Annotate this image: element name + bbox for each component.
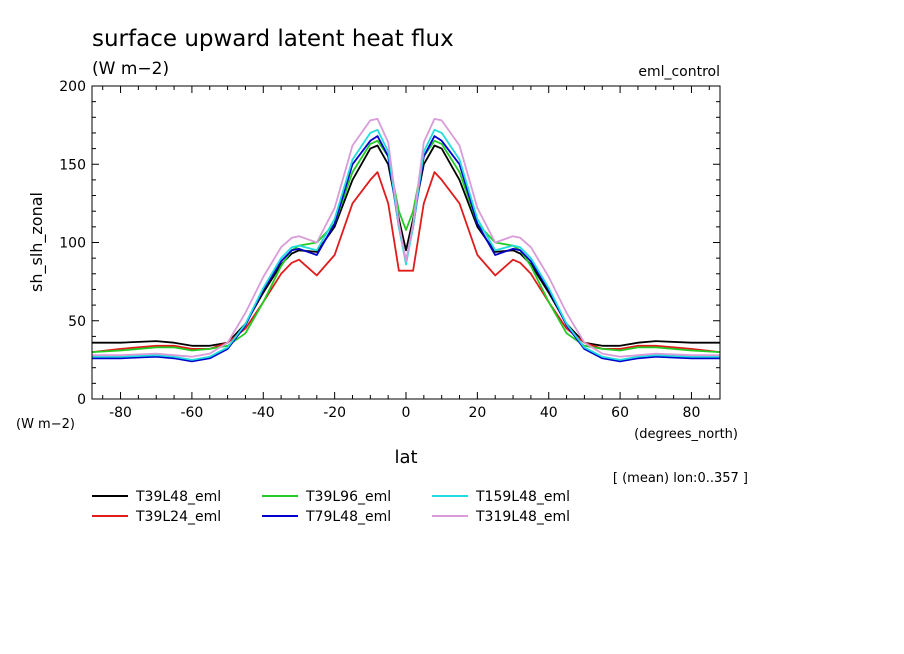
chart-units: (W m−2) (92, 59, 169, 79)
x-tick-label: 20 (468, 405, 486, 421)
x-tick-label: -40 (252, 405, 275, 421)
series-line-T39L48_eml (92, 144, 720, 347)
legend-label: T39L96_eml (305, 489, 391, 505)
legend-entry: T159L48_eml (432, 489, 570, 505)
legend-entry: T39L96_eml (262, 489, 391, 505)
y-tick-label: 200 (59, 79, 86, 95)
x-units-label: (degrees_north) (634, 427, 738, 442)
y-tick-label: 50 (68, 314, 86, 330)
x-tick-label: 0 (402, 405, 411, 421)
y-axis-label: sh_slh_zonal (27, 192, 47, 292)
x-axis-label: lat (394, 447, 417, 468)
plot-frame (91, 85, 721, 400)
series-line-T159L48_eml (92, 128, 720, 361)
axis-ticks (92, 86, 720, 399)
legend-label: T39L48_eml (135, 489, 221, 505)
x-tick-label: -20 (323, 405, 346, 421)
legend-label: T319L48_eml (475, 509, 570, 525)
series-line-T39L24_eml (91, 171, 721, 353)
series-layer (91, 118, 721, 363)
legend-label: T79L48_eml (305, 509, 391, 525)
y-units-label: (W m−2) (16, 417, 75, 432)
tick-labels: -80 -60 -40 -20 0 20 40 60 80 0 50 100 150 200 (59, 79, 700, 421)
legend-label: T39L24_eml (135, 509, 221, 525)
x-tick-label: 40 (540, 405, 558, 421)
x-tick-label: -60 (180, 405, 203, 421)
legend-entry: T319L48_eml (432, 509, 570, 525)
legend-entry: T39L24_eml (92, 509, 221, 525)
x-tick-label: -80 (109, 405, 132, 421)
legend-entry: T79L48_eml (262, 509, 391, 525)
x-tick-label: 60 (611, 405, 629, 421)
legend-entry: T39L48_eml (92, 489, 221, 505)
x-tick-label: 80 (683, 405, 701, 421)
experiment-label: eml_control (638, 64, 720, 80)
legend-label: T159L48_eml (475, 489, 570, 505)
mean-note: [ (mean) lon:0..357 ] (613, 471, 748, 486)
y-tick-label: 150 (59, 157, 86, 173)
series-line-T319L48_eml (92, 118, 720, 358)
chart-title: surface upward latent heat flux (92, 26, 454, 52)
y-tick-label: 0 (77, 392, 86, 408)
legend: T39L48_eml T39L96_eml T159L48_eml T39L24_em… (92, 489, 570, 525)
y-tick-label: 100 (59, 236, 86, 252)
